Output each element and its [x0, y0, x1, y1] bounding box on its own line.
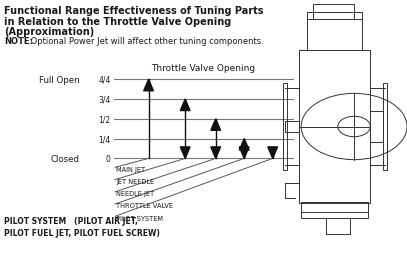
Text: 0: 0 — [106, 154, 111, 163]
Text: PILOT FUEL JET, PILOT FUEL SCREW): PILOT FUEL JET, PILOT FUEL SCREW) — [4, 228, 160, 237]
Bar — [313, 5, 354, 20]
Bar — [383, 84, 387, 170]
Polygon shape — [211, 147, 221, 159]
Text: 4/4: 4/4 — [98, 75, 111, 85]
Bar — [301, 202, 368, 218]
Text: Throttle Valve Opening: Throttle Valve Opening — [151, 64, 256, 72]
Polygon shape — [239, 147, 249, 159]
Polygon shape — [144, 80, 153, 91]
Text: Closed: Closed — [50, 154, 79, 163]
Text: PILOT SYSTEM   (PILOT AIR JET,: PILOT SYSTEM (PILOT AIR JET, — [4, 216, 138, 225]
Text: Optional Power Jet will affect other tuning components.: Optional Power Jet will affect other tun… — [28, 37, 263, 46]
Bar — [299, 51, 370, 203]
Text: NEEDLE JET: NEEDLE JET — [116, 190, 154, 196]
Text: JET NEEDLE: JET NEEDLE — [116, 178, 154, 184]
Polygon shape — [239, 139, 249, 150]
Text: 1/2: 1/2 — [98, 115, 111, 124]
Text: in Relation to the Throttle Valve Opening: in Relation to the Throttle Valve Openin… — [4, 17, 231, 26]
Text: NOTE:: NOTE: — [4, 37, 33, 46]
Text: PILOT SYSTEM: PILOT SYSTEM — [116, 215, 163, 221]
Bar — [283, 84, 287, 170]
Text: 1/4: 1/4 — [98, 135, 111, 144]
Bar — [307, 13, 362, 51]
Text: Functional Range Effectiveness of Tuning Parts: Functional Range Effectiveness of Tuning… — [4, 6, 264, 16]
Text: 3/4: 3/4 — [98, 95, 111, 104]
Text: (Approximation): (Approximation) — [4, 27, 94, 37]
Polygon shape — [211, 119, 221, 131]
Polygon shape — [268, 147, 278, 159]
Text: Full Open: Full Open — [39, 75, 79, 85]
Text: MAIN JET: MAIN JET — [116, 166, 145, 172]
Polygon shape — [180, 147, 190, 159]
Polygon shape — [180, 100, 190, 111]
Text: THROTTLE VALVE: THROTTLE VALVE — [116, 202, 173, 209]
